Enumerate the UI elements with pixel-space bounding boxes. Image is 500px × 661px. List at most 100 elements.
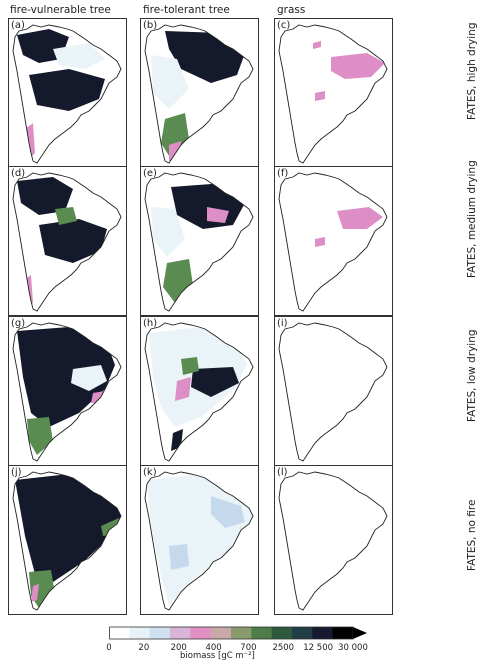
coastline bbox=[12, 24, 122, 164]
row-label-no-fire: FATES, no fire bbox=[466, 499, 478, 571]
biomass-region bbox=[211, 496, 245, 528]
south-america-map-b bbox=[144, 24, 254, 164]
coastline bbox=[278, 172, 388, 312]
colorbar-segment bbox=[210, 627, 232, 639]
biomass-region bbox=[181, 357, 199, 375]
south-america-map-i bbox=[278, 322, 388, 462]
colorbar bbox=[109, 626, 367, 640]
map-panel-d: (d) bbox=[8, 166, 127, 316]
south-america-map-g bbox=[12, 322, 122, 462]
coastline bbox=[144, 471, 254, 611]
coastline bbox=[144, 172, 254, 312]
colorbar-segment bbox=[109, 627, 130, 639]
colorbar-segment bbox=[292, 627, 313, 639]
map-panel-e: (e) bbox=[140, 166, 259, 316]
south-america-map-d bbox=[12, 172, 122, 312]
panel-label: (d) bbox=[11, 168, 26, 179]
colorbar-tick-label: 20 bbox=[138, 643, 150, 653]
panel-label: (f) bbox=[277, 168, 289, 179]
coastline bbox=[278, 471, 388, 611]
colorbar-tick-label: 200 bbox=[170, 643, 187, 653]
colorbar-segment bbox=[129, 627, 151, 639]
colorbar-tick-label: 0 bbox=[106, 643, 112, 653]
biomass-region bbox=[175, 377, 191, 401]
map-panel-j: (j) bbox=[8, 465, 127, 615]
column-title-fire-tolerant: fire-tolerant tree bbox=[143, 4, 230, 16]
panel-label: (j) bbox=[11, 467, 22, 478]
panel-label: (l) bbox=[277, 467, 288, 478]
colorbar-tick-label: 2500 bbox=[272, 643, 295, 653]
biomass-region bbox=[39, 219, 107, 263]
biomass-region bbox=[17, 177, 73, 215]
colorbar-segment bbox=[170, 627, 191, 639]
biomass-region bbox=[161, 113, 189, 159]
colorbar-tick-label: 400 bbox=[205, 643, 222, 653]
south-america-map-h bbox=[144, 322, 254, 462]
biomass-region bbox=[315, 91, 325, 101]
coastline bbox=[12, 172, 122, 312]
colorbar-tick-label: 700 bbox=[240, 643, 257, 653]
row-label-low-drying: FATES, low drying bbox=[466, 329, 478, 422]
colorbar-segment bbox=[332, 627, 354, 639]
south-america-map-k bbox=[144, 471, 254, 611]
map-panel-k: (k) bbox=[140, 465, 259, 615]
south-america-map-f bbox=[278, 172, 388, 312]
coastline bbox=[278, 322, 388, 462]
biomass-region bbox=[71, 365, 107, 391]
biomass-region bbox=[53, 43, 105, 69]
south-america-map-l bbox=[278, 471, 388, 611]
biomass-region bbox=[191, 367, 239, 397]
map-panel-a: (a) bbox=[8, 18, 127, 168]
biomass-region bbox=[169, 544, 189, 570]
biomass-region bbox=[151, 207, 185, 257]
map-panel-f: (f) bbox=[274, 166, 393, 316]
colorbar-segment bbox=[312, 627, 334, 639]
biomass-region bbox=[27, 417, 53, 455]
south-america-map-e bbox=[144, 172, 254, 312]
colorbar-extend-arrow bbox=[353, 627, 367, 639]
coastline bbox=[12, 322, 122, 462]
biomass-region bbox=[313, 41, 321, 49]
south-america-map-j bbox=[12, 471, 122, 611]
colorbar-label: biomass [gC m⁻²] bbox=[180, 651, 255, 661]
coastline bbox=[144, 322, 254, 462]
colorbar-tick-label: 30 000 bbox=[338, 643, 368, 653]
panel-label: (b) bbox=[143, 20, 158, 31]
colorbar-segment bbox=[251, 627, 273, 639]
biomass-region bbox=[207, 207, 229, 223]
panel-label: (c) bbox=[277, 20, 291, 31]
panel-label: (a) bbox=[11, 20, 25, 31]
map-panel-b: (b) bbox=[140, 18, 259, 168]
panel-label: (k) bbox=[143, 467, 157, 478]
row-label-medium-drying: FATES, medium drying bbox=[466, 160, 478, 278]
map-panel-g: (g) bbox=[8, 316, 127, 466]
panel-label: (h) bbox=[143, 318, 158, 329]
column-title-grass: grass bbox=[277, 4, 306, 16]
colorbar-tick-label: 12 500 bbox=[303, 643, 334, 653]
panel-label: (g) bbox=[11, 318, 26, 329]
south-america-map-a bbox=[12, 24, 122, 164]
south-america-map-c bbox=[278, 24, 388, 164]
column-title-fire-vulnerable: fire-vulnerable tree bbox=[10, 4, 111, 16]
coastline bbox=[278, 24, 388, 164]
biomass-region bbox=[29, 69, 105, 111]
row-label-high-drying: FATES, high drying bbox=[466, 22, 478, 121]
biomass-region bbox=[315, 237, 325, 247]
biomass-region bbox=[55, 207, 77, 225]
panel-label: (e) bbox=[143, 168, 157, 179]
colorbar-segment bbox=[149, 627, 171, 639]
biomass-region bbox=[17, 327, 115, 427]
biomass-region bbox=[15, 474, 121, 582]
map-panel-c: (c) bbox=[274, 18, 393, 168]
biomass-region bbox=[31, 584, 39, 602]
map-panel-l: (l) bbox=[274, 465, 393, 615]
colorbar-segment bbox=[271, 627, 293, 639]
colorbar-segment bbox=[190, 627, 212, 639]
coastline bbox=[12, 471, 122, 611]
colorbar-segment bbox=[231, 627, 252, 639]
biomass-region bbox=[331, 53, 385, 79]
biomass-region bbox=[337, 207, 383, 229]
coastline bbox=[144, 24, 254, 164]
panel-label: (i) bbox=[277, 318, 288, 329]
biomass-region bbox=[151, 55, 189, 109]
